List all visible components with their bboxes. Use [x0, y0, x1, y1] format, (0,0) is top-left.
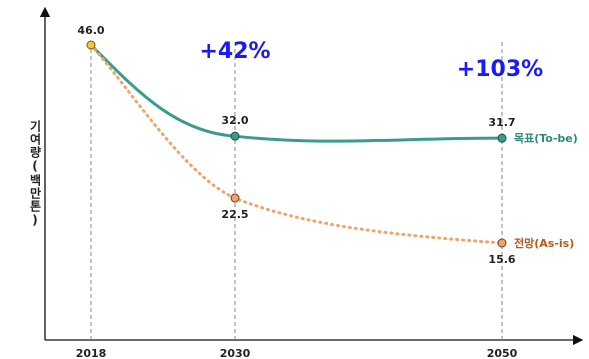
series-line-0 — [89, 43, 503, 143]
label-target-2050: 31.7 — [488, 116, 515, 129]
point-start-2018 — [86, 40, 96, 50]
point-target-2030 — [230, 131, 240, 141]
series-line-1 — [89, 43, 504, 245]
point-projection-2030 — [230, 193, 240, 203]
series-name-projection: 전망(As-is) — [514, 236, 574, 250]
label-projection-2030: 22.5 — [221, 208, 248, 221]
vertical-guides — [90, 40, 503, 340]
point-projection-2050 — [497, 238, 507, 248]
label-start-2018: 46.0 — [77, 24, 104, 37]
x-tick-2050: 2050 — [487, 347, 518, 359]
annotation-0: +42% — [199, 39, 270, 64]
y-axis-label: 기여량(백만톤) — [28, 120, 42, 228]
series-name-target: 목표(To-be) — [514, 132, 578, 145]
point-target-2050 — [497, 133, 507, 143]
x-tick-2018: 2018 — [76, 347, 107, 359]
series-markers — [86, 40, 507, 248]
x-tick-2030: 2030 — [220, 347, 251, 359]
label-projection-2050: 15.6 — [488, 253, 515, 266]
label-target-2030: 32.0 — [221, 114, 248, 127]
chart-labels: 2018 2030 2050 46.0 32.0 31.7 22.5 15.6 목표(To-be… — [76, 24, 578, 359]
chart-axes — [39, 6, 584, 346]
annotation-1: +103% — [457, 57, 543, 82]
series-lines — [89, 43, 504, 245]
